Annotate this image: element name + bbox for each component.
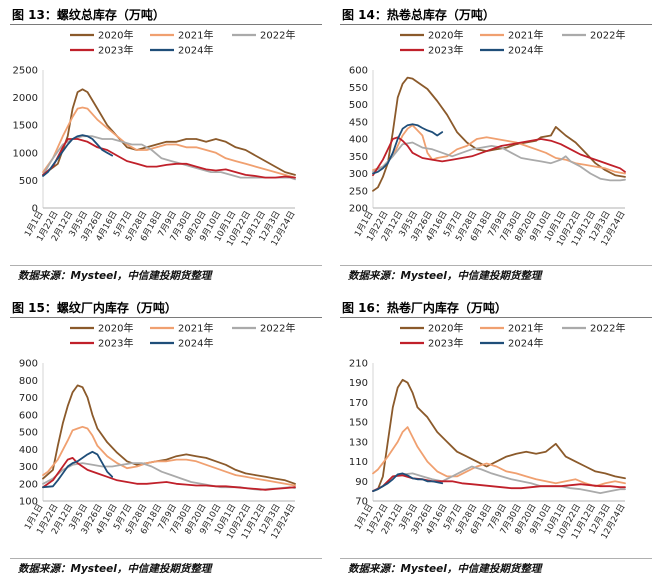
legend-label: 2021年 — [508, 29, 543, 42]
chart-panel: 图 15：螺纹厂内库存（万吨） 100 200 300 400 500 600 700 800… — [0, 293, 330, 586]
y-tick-label: 700 — [19, 393, 38, 404]
y-tick-label: 90 — [355, 477, 368, 488]
source-note: 数据来源：Mysteel，中信建投期货整理 — [18, 563, 212, 575]
line-chart: 2002503003504004505005506001月1日1月22日2月12… — [349, 29, 628, 248]
y-tick-label: 200 — [349, 204, 368, 215]
y-tick-label: 900 — [19, 359, 38, 370]
legend-label: 2022年 — [260, 322, 295, 335]
legend-label: 2024年 — [178, 337, 213, 350]
y-tick-label: 200 — [19, 479, 38, 490]
chart-title: 图 13：螺纹总库存（万吨） — [12, 8, 165, 22]
chart-title: 图 16：热卷厂内库存（万吨） — [342, 301, 507, 315]
series-line — [42, 88, 296, 176]
y-tick-label: 500 — [19, 428, 38, 439]
series-line — [42, 384, 296, 485]
series-line — [372, 426, 626, 488]
legend-label: 2024年 — [508, 337, 543, 350]
legend-label: 2020年 — [98, 29, 133, 42]
y-tick-label: 0 — [32, 204, 38, 215]
y-tick-label: 110 — [349, 457, 368, 468]
y-tick-label: 600 — [19, 410, 38, 421]
legend-label: 2020年 — [428, 29, 463, 42]
source-note: 数据来源：Mysteel，中信建投期货整理 — [348, 563, 542, 575]
legend-label: 2022年 — [260, 29, 295, 42]
legend-label: 2023年 — [98, 44, 133, 57]
title-divider — [10, 317, 322, 318]
y-tick-label: 450 — [349, 117, 368, 128]
legend-label: 2024年 — [508, 44, 543, 57]
y-tick-label: 1500 — [13, 121, 38, 132]
y-tick-label: 350 — [349, 152, 368, 163]
series-line — [372, 123, 444, 175]
y-tick-label: 300 — [19, 462, 38, 473]
legend-label: 2021年 — [508, 322, 543, 335]
title-divider — [340, 24, 652, 25]
y-tick-label: 190 — [349, 378, 368, 389]
source-divider — [10, 558, 322, 559]
y-tick-label: 210 — [349, 359, 368, 370]
source-note: 数据来源：Mysteel，中信建投期货整理 — [18, 270, 212, 282]
title-divider — [340, 317, 652, 318]
series-line — [42, 425, 296, 487]
y-tick-label: 800 — [19, 376, 38, 387]
series-line — [372, 465, 626, 494]
legend-label: 2023年 — [428, 44, 463, 57]
series-line — [42, 450, 114, 489]
legend-label: 2021年 — [178, 29, 213, 42]
chart-panel: 图 14：热卷总库存（万吨） 200 250 300 350 400 450 500 550 6… — [330, 0, 660, 293]
legend-label: 2023年 — [428, 337, 463, 350]
y-tick-label: 250 — [349, 186, 368, 197]
chart-title: 图 14：热卷总库存（万吨） — [342, 8, 495, 22]
series-line — [372, 124, 626, 175]
series-line — [42, 138, 296, 179]
source-note: 数据来源：Mysteel，中信建投期货整理 — [348, 270, 542, 282]
legend-label: 2020年 — [428, 322, 463, 335]
source-divider — [340, 265, 652, 266]
series-line — [372, 76, 626, 192]
y-tick-label: 400 — [349, 135, 368, 146]
legend-label: 2024年 — [178, 44, 213, 57]
y-tick-label: 500 — [349, 100, 368, 111]
legend-label: 2023年 — [98, 337, 133, 350]
legend-label: 2021年 — [178, 322, 213, 335]
line-chart: 1002003004005006007008009001月1日1月22日2月12… — [19, 322, 298, 541]
title-divider — [10, 24, 322, 25]
y-tick-label: 100 — [19, 497, 38, 508]
series-line — [42, 462, 296, 491]
y-tick-label: 400 — [19, 445, 38, 456]
y-tick-label: 300 — [349, 169, 368, 180]
series-line — [42, 134, 114, 177]
chart-title: 图 15：螺纹厂内库存（万吨） — [12, 301, 177, 315]
y-tick-label: 2000 — [13, 93, 38, 104]
line-chart: 050010001500200025001月1日1月22日2月12日3月5日3月… — [13, 29, 298, 248]
source-divider — [10, 265, 322, 266]
source-divider — [340, 558, 652, 559]
series-line — [372, 472, 444, 492]
series-line — [372, 378, 626, 492]
line-chart: 70901101301501701902101月1日1月22日2月12日3月5日… — [349, 322, 628, 541]
y-tick-label: 500 — [19, 176, 38, 187]
y-tick-label: 600 — [349, 66, 368, 77]
series-line — [372, 141, 626, 182]
series-line — [42, 106, 296, 179]
y-tick-label: 2500 — [13, 66, 38, 77]
y-tick-label: 1000 — [13, 148, 38, 159]
series-line — [372, 136, 626, 177]
y-tick-label: 130 — [349, 437, 368, 448]
chart-panel: 图 13：螺纹总库存（万吨） 0 500 1000 1500 2000 2500 1月1日 1… — [0, 0, 330, 293]
y-tick-label: 70 — [355, 497, 368, 508]
legend-label: 2022年 — [590, 29, 625, 42]
chart-panel: 图 16：热卷厂内库存（万吨） 70 90 110 130 150 170 190 210 1月… — [330, 293, 660, 586]
y-tick-label: 170 — [349, 398, 368, 409]
legend-label: 2020年 — [98, 322, 133, 335]
legend-label: 2022年 — [590, 322, 625, 335]
y-tick-label: 150 — [349, 418, 368, 429]
y-tick-label: 550 — [349, 83, 368, 94]
